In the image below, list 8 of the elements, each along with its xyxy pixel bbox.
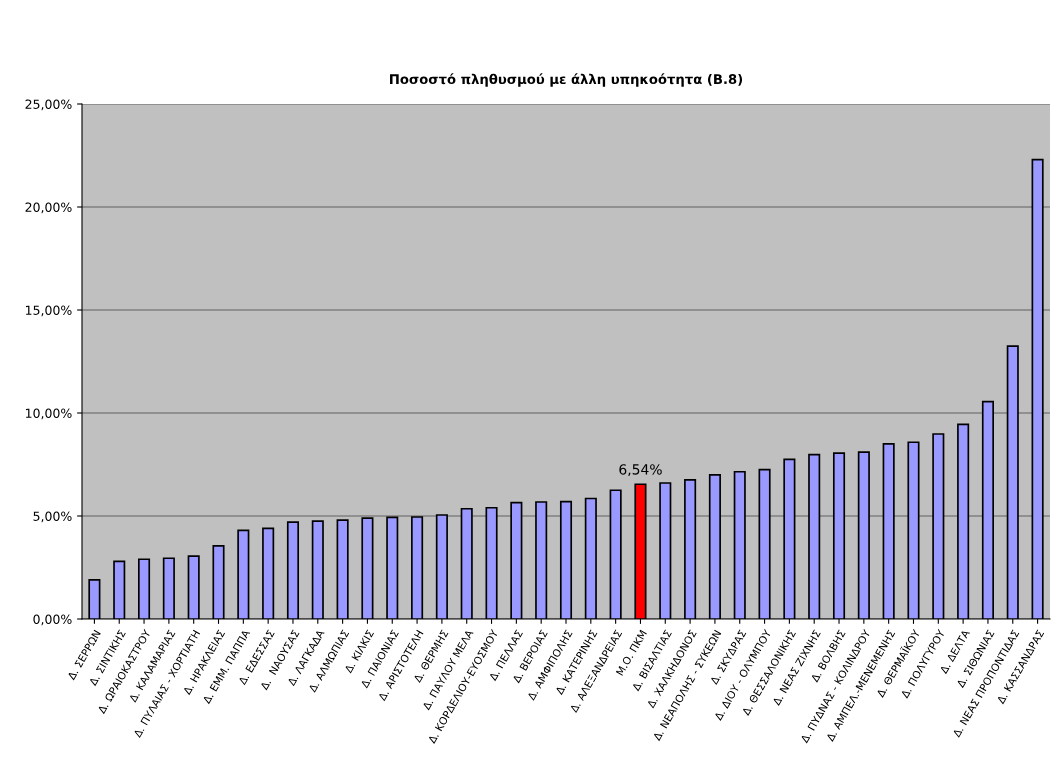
data-label: 6,54% [619,464,662,477]
y-tick-label: 10,00% [25,408,72,420]
y-tick-label: 5,00% [33,511,72,523]
y-tick-label: 20,00% [25,202,72,214]
y-tick-label: 25,00% [25,99,72,111]
y-tick-label: 15,00% [25,305,72,317]
y-tick-label: 0,00% [33,614,72,626]
chart-title: Ποσοστό πληθυσμού με άλλη υπηκοότητα (Β.8) [390,73,743,87]
